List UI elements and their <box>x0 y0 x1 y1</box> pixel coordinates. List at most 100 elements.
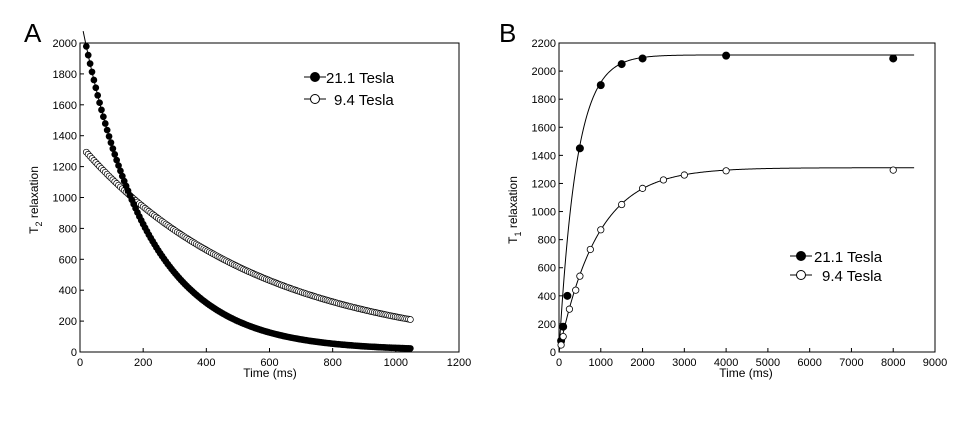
chart-panel-a: A 0 200 400 600 800 1000 1200 0 200 400 600 800 1000… <box>24 18 471 380</box>
data-point-21-1-tesla <box>103 126 111 134</box>
y-tick-label-a: 800 <box>59 223 77 235</box>
plot-frame-b <box>558 42 936 353</box>
x-tick-label-a: 1000 <box>384 357 408 369</box>
data-point-21-1-tesla <box>617 60 626 69</box>
data-point-9-4-tesla <box>576 272 584 280</box>
panel-label-a: A <box>24 18 42 48</box>
y-tick-label-b: 0 <box>550 347 556 359</box>
y-axis-label-b: T1 relaxation <box>506 176 523 244</box>
y-tick-label-b: 1600 <box>532 122 556 134</box>
y-tick-label-a: 1000 <box>53 193 77 205</box>
data-point-21-1-tesla <box>559 322 568 331</box>
x-tick-label-a: 200 <box>134 357 152 369</box>
data-point-21-1-tesla <box>596 81 605 90</box>
data-point-21-1-tesla <box>407 345 414 352</box>
y-label-rest-b: relaxation <box>506 176 520 231</box>
y-tick-label-b: 200 <box>538 319 556 331</box>
data-points-a <box>82 31 414 352</box>
y-tick-label-b: 1400 <box>532 150 556 162</box>
legend-label-9-4-a: 9.4 Tesla <box>334 92 394 109</box>
data-point-21-1-tesla <box>563 291 572 300</box>
axis-ticks-b: 0 1000 2000 3000 4000 5000 6000 7000 8000 9000 0 20… <box>532 38 948 369</box>
data-point-21-1-tesla <box>101 120 109 127</box>
data-point-21-1-tesla <box>84 51 92 59</box>
data-points-b <box>557 51 915 353</box>
x-tick-label-a: 1200 <box>447 357 471 369</box>
data-point-21-1-tesla <box>86 60 94 67</box>
x-tick-label-b: 2000 <box>630 357 654 369</box>
legend-marker-open-a <box>310 94 320 104</box>
legend-label-21-1-b: 21.1 Tesla <box>814 249 883 266</box>
y-tick-label-b: 600 <box>538 263 556 275</box>
chart-panel-b: B 0 1000 2000 3000 4000 5000 6000 7000 8000 90000… <box>499 18 947 380</box>
data-point-9-4-tesla <box>586 245 594 254</box>
y-label-main-a: T <box>27 226 41 234</box>
y-tick-label-a: 1600 <box>53 100 77 112</box>
x-tick-label-b: 5000 <box>756 357 780 369</box>
data-point-9-4-tesla <box>565 305 574 313</box>
y-tick-label-a: 0 <box>71 347 77 359</box>
x-tick-label-b: 6000 <box>797 357 821 369</box>
x-tick-label-a: 600 <box>260 357 278 369</box>
x-tick-label-a: 400 <box>197 357 215 369</box>
data-point-21-1-tesla <box>889 54 898 63</box>
data-point-9-4-tesla <box>559 332 567 341</box>
data-point-9-4-tesla <box>407 316 414 323</box>
x-tick-label-a: 800 <box>323 357 341 369</box>
data-point-9-4-tesla <box>638 184 647 192</box>
data-point-21-1-tesla <box>638 54 647 63</box>
x-tick-label-b: 7000 <box>839 357 863 369</box>
data-point-21-1-tesla <box>94 91 102 99</box>
y-label-sub-b: 1 <box>513 232 523 237</box>
data-point-21-1-tesla <box>90 76 98 84</box>
legend-a: 21.1 Tesla 9.4 Tesla <box>304 70 395 109</box>
data-point-21-1-tesla <box>96 99 103 107</box>
data-point-21-1-tesla <box>92 84 100 92</box>
y-tick-label-a: 1400 <box>53 131 77 143</box>
y-tick-label-a: 600 <box>59 254 77 266</box>
x-tick-label-b: 3000 <box>672 357 696 369</box>
data-point-21-1-tesla <box>98 106 105 114</box>
legend-label-21-1-a: 21.1 Tesla <box>326 70 395 87</box>
y-tick-label-b: 800 <box>538 235 556 247</box>
data-point-9-4-tesla <box>659 176 668 184</box>
x-tick-label-b: 1000 <box>589 357 613 369</box>
data-point-21-1-tesla <box>100 113 107 121</box>
data-point-9-4-tesla <box>618 200 626 209</box>
svg-text:T2 relaxation: T2 relaxation <box>27 166 44 234</box>
fit-curve-21-1-tesla <box>558 54 915 353</box>
y-tick-label-b: 1800 <box>532 94 556 106</box>
y-tick-label-b: 1200 <box>532 178 556 190</box>
y-tick-label-b: 2000 <box>532 66 556 78</box>
y-tick-label-b: 400 <box>538 291 556 303</box>
x-axis-label-a: Time (ms) <box>243 366 297 380</box>
x-tick-label-b: 8000 <box>881 357 905 369</box>
data-point-21-1-tesla <box>82 42 90 50</box>
data-point-9-4-tesla <box>680 171 688 179</box>
y-tick-label-a: 1200 <box>53 162 77 174</box>
data-point-21-1-tesla <box>88 68 96 76</box>
data-point-21-1-tesla <box>113 156 120 164</box>
svg-text:T1 relaxation: T1 relaxation <box>506 176 523 244</box>
x-axis-label-b: Time (ms) <box>719 366 773 380</box>
y-tick-label-b: 1000 <box>532 207 556 219</box>
legend-label-9-4-b: 9.4 Tesla <box>822 268 882 285</box>
x-tick-label-b: 4000 <box>714 357 738 369</box>
y-tick-label-a: 2000 <box>53 38 77 50</box>
fit-curve-9-4-tesla <box>558 167 915 353</box>
legend-marker-filled-a <box>310 72 320 82</box>
legend-marker-filled-b <box>796 251 806 261</box>
y-label-rest-a: relaxation <box>27 166 41 221</box>
x-tick-label-a: 0 <box>77 357 83 369</box>
axis-ticks-a: 0 200 400 600 800 1000 1200 0 200 400 600 800 1000 12… <box>53 38 472 369</box>
data-point-21-1-tesla <box>109 145 117 152</box>
data-point-21-1-tesla <box>575 144 584 153</box>
data-point-9-4-tesla <box>557 341 565 349</box>
y-label-sub-a: 2 <box>34 222 44 227</box>
data-point-21-1-tesla <box>722 51 731 60</box>
legend-marker-open-b <box>796 270 806 280</box>
legend-b: 21.1 Tesla 9.4 Tesla <box>790 249 883 285</box>
data-point-21-1-tesla <box>105 133 113 140</box>
data-point-21-1-tesla <box>107 139 115 146</box>
